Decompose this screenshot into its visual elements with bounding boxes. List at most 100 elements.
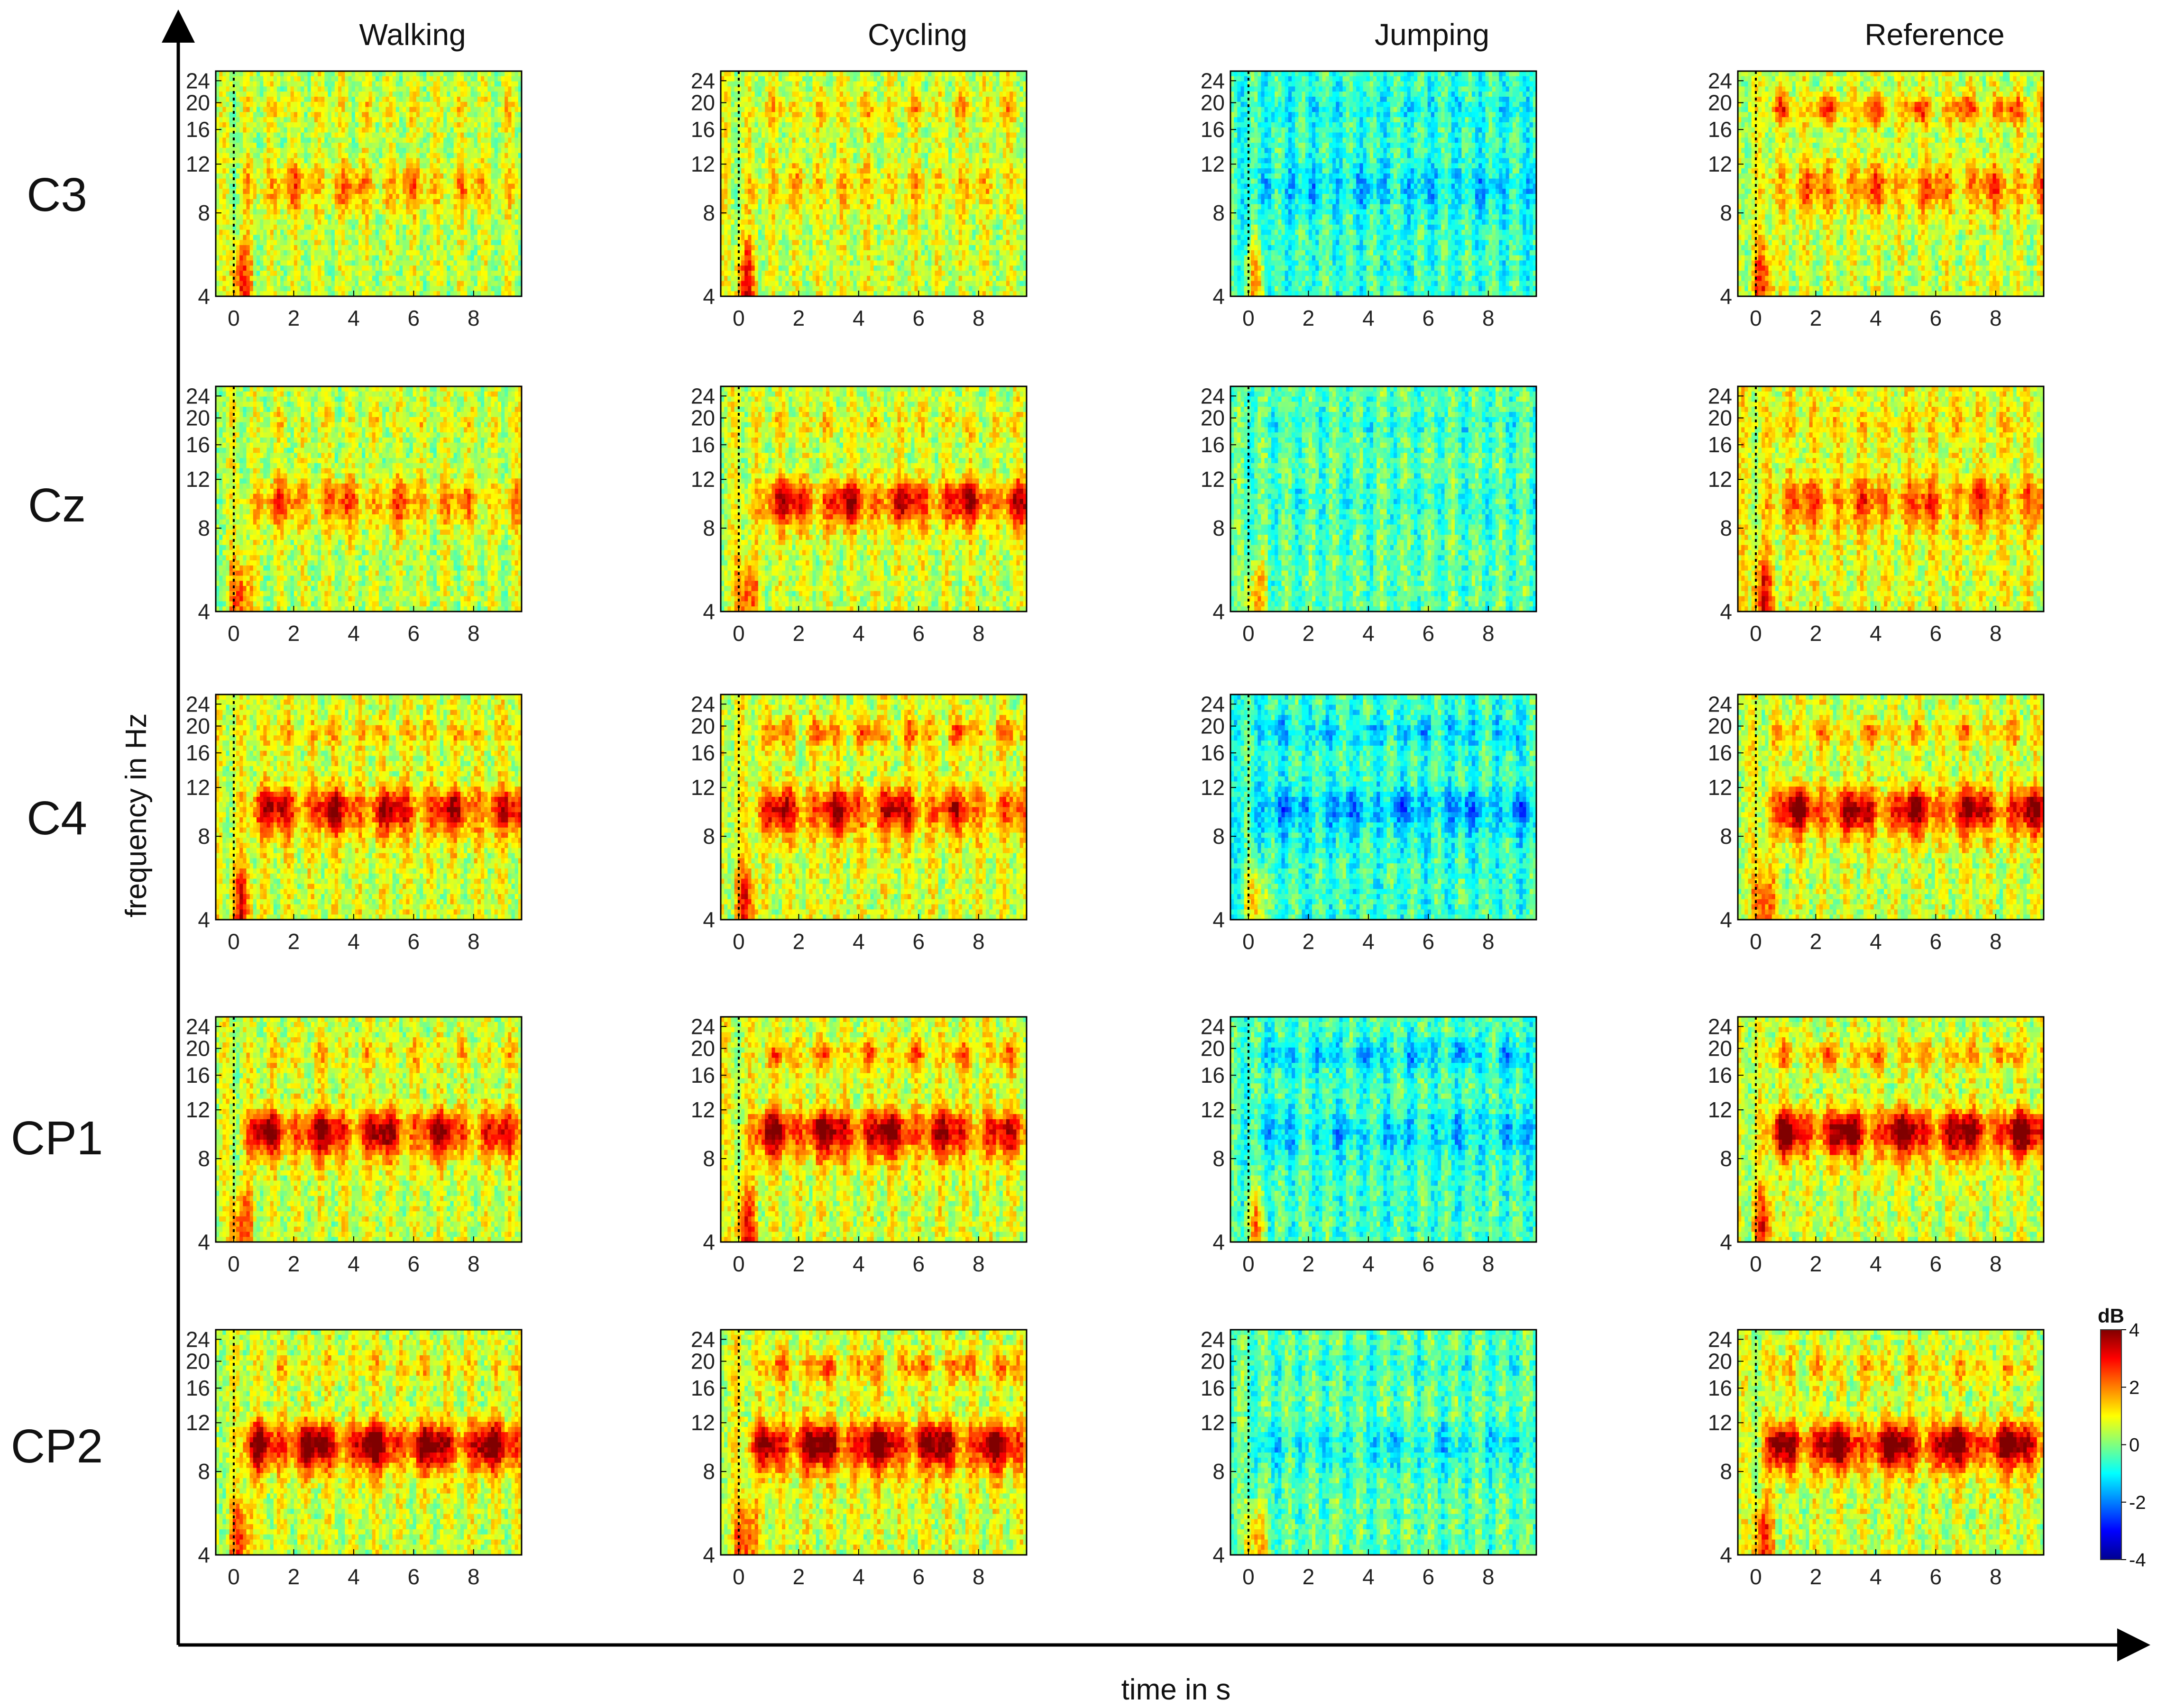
x-tick-label: 8	[1482, 1564, 1495, 1589]
x-tick-label: 0	[1750, 1564, 1762, 1589]
y-tick-label: 8	[1720, 201, 1732, 225]
x-tick-label: 8	[973, 1564, 985, 1589]
y-tick-label: 16	[1201, 432, 1225, 457]
y-tick-label: 8	[1212, 516, 1225, 540]
y-tick-label: 20	[1201, 406, 1225, 430]
x-tick-label: 0	[228, 929, 240, 954]
x-tick-label: 4	[1362, 1564, 1375, 1589]
y-tick-label: 24	[1201, 384, 1225, 408]
y-tick-label: 4	[198, 284, 210, 309]
colorbar-tick-label: 4	[2129, 1320, 2139, 1341]
x-tick-label: 2	[288, 929, 300, 954]
y-tick-label: 16	[691, 740, 715, 765]
colorbar-gradient	[2101, 1330, 2121, 1560]
x-tick-label: 6	[913, 929, 925, 954]
y-tick-label: 8	[1212, 201, 1225, 225]
y-tick-label: 4	[703, 1230, 715, 1254]
x-tick-label: 4	[348, 306, 360, 330]
y-tick-label: 20	[691, 91, 715, 115]
y-tick-label: 16	[186, 1376, 210, 1400]
x-tick-label: 4	[348, 929, 360, 954]
x-tick-label: 4	[853, 621, 865, 646]
y-tick-label: 8	[1212, 824, 1225, 849]
x-tick-label: 4	[853, 1564, 865, 1589]
y-tick-label: 4	[198, 907, 210, 932]
x-tick-label: 6	[1930, 306, 1942, 330]
y-tick-label: 8	[703, 1459, 715, 1484]
y-tick-label: 20	[691, 406, 715, 430]
x-axis-title: time in s	[1121, 1673, 1231, 1706]
y-tick-label: 16	[1201, 1063, 1225, 1087]
y-tick-label: 8	[703, 201, 715, 225]
y-tick-label: 20	[691, 1036, 715, 1061]
x-tick-label: 6	[408, 1251, 420, 1276]
column-title-reference: Reference	[1864, 18, 2004, 52]
row-label-c4: C4	[27, 792, 87, 845]
x-tick-label: 2	[1303, 1564, 1315, 1589]
x-tick-label: 8	[468, 1564, 480, 1589]
colorbar-tick-label: -4	[2129, 1550, 2146, 1571]
y-tick-label: 20	[1708, 91, 1732, 115]
y-tick-label: 24	[1708, 1327, 1732, 1352]
y-tick-label: 24	[691, 692, 715, 716]
y-tick-label: 16	[691, 432, 715, 457]
y-tick-label: 8	[1720, 824, 1732, 849]
y-tick-label: 4	[1212, 284, 1225, 309]
x-tick-label: 2	[288, 621, 300, 646]
y-tick-label: 16	[186, 1063, 210, 1087]
y-tick-label: 20	[186, 91, 210, 115]
y-tick-label: 20	[1708, 406, 1732, 430]
y-tick-label: 4	[703, 1543, 715, 1567]
x-tick-label: 8	[1482, 1251, 1495, 1276]
y-tick-label: 12	[691, 152, 715, 176]
row-label-cp1: CP1	[11, 1112, 103, 1165]
x-tick-label: 6	[408, 621, 420, 646]
x-tick-label: 2	[288, 306, 300, 330]
y-tick-label: 12	[691, 467, 715, 492]
y-tick-label: 12	[691, 775, 715, 800]
x-tick-label: 6	[913, 621, 925, 646]
x-tick-label: 0	[1242, 929, 1255, 954]
x-tick-label: 2	[288, 1564, 300, 1589]
y-tick-label: 20	[1201, 91, 1225, 115]
y-tick-label: 24	[1708, 68, 1732, 93]
y-tick-label: 24	[186, 692, 210, 716]
y-tick-label: 12	[186, 1410, 210, 1435]
y-tick-label: 24	[186, 1014, 210, 1039]
y-tick-label: 16	[1201, 117, 1225, 142]
x-tick-label: 2	[1303, 929, 1315, 954]
y-tick-label: 16	[1708, 740, 1732, 765]
x-tick-label: 8	[973, 929, 985, 954]
x-tick-label: 0	[228, 621, 240, 646]
y-axis-title: frequency in Hz	[120, 713, 153, 918]
y-tick-label: 12	[1201, 1410, 1225, 1435]
y-tick-label: 24	[1201, 1327, 1225, 1352]
y-tick-label: 24	[186, 384, 210, 408]
y-tick-label: 16	[1708, 117, 1732, 142]
y-tick-label: 16	[1201, 740, 1225, 765]
y-tick-label: 12	[186, 152, 210, 176]
y-tick-label: 12	[1201, 775, 1225, 800]
y-tick-label: 16	[691, 1063, 715, 1087]
y-tick-label: 20	[1708, 1036, 1732, 1061]
y-tick-label: 4	[1720, 599, 1732, 624]
y-tick-label: 12	[186, 1097, 210, 1122]
x-tick-label: 8	[1482, 929, 1495, 954]
colorbar-tick-label: 0	[2129, 1435, 2139, 1456]
x-tick-label: 2	[1810, 621, 1822, 646]
x-tick-label: 0	[1242, 306, 1255, 330]
x-tick-label: 8	[468, 1251, 480, 1276]
x-tick-label: 4	[1870, 929, 1882, 954]
y-tick-label: 4	[1212, 1543, 1225, 1567]
x-tick-label: 6	[1930, 929, 1942, 954]
y-tick-label: 4	[703, 907, 715, 932]
